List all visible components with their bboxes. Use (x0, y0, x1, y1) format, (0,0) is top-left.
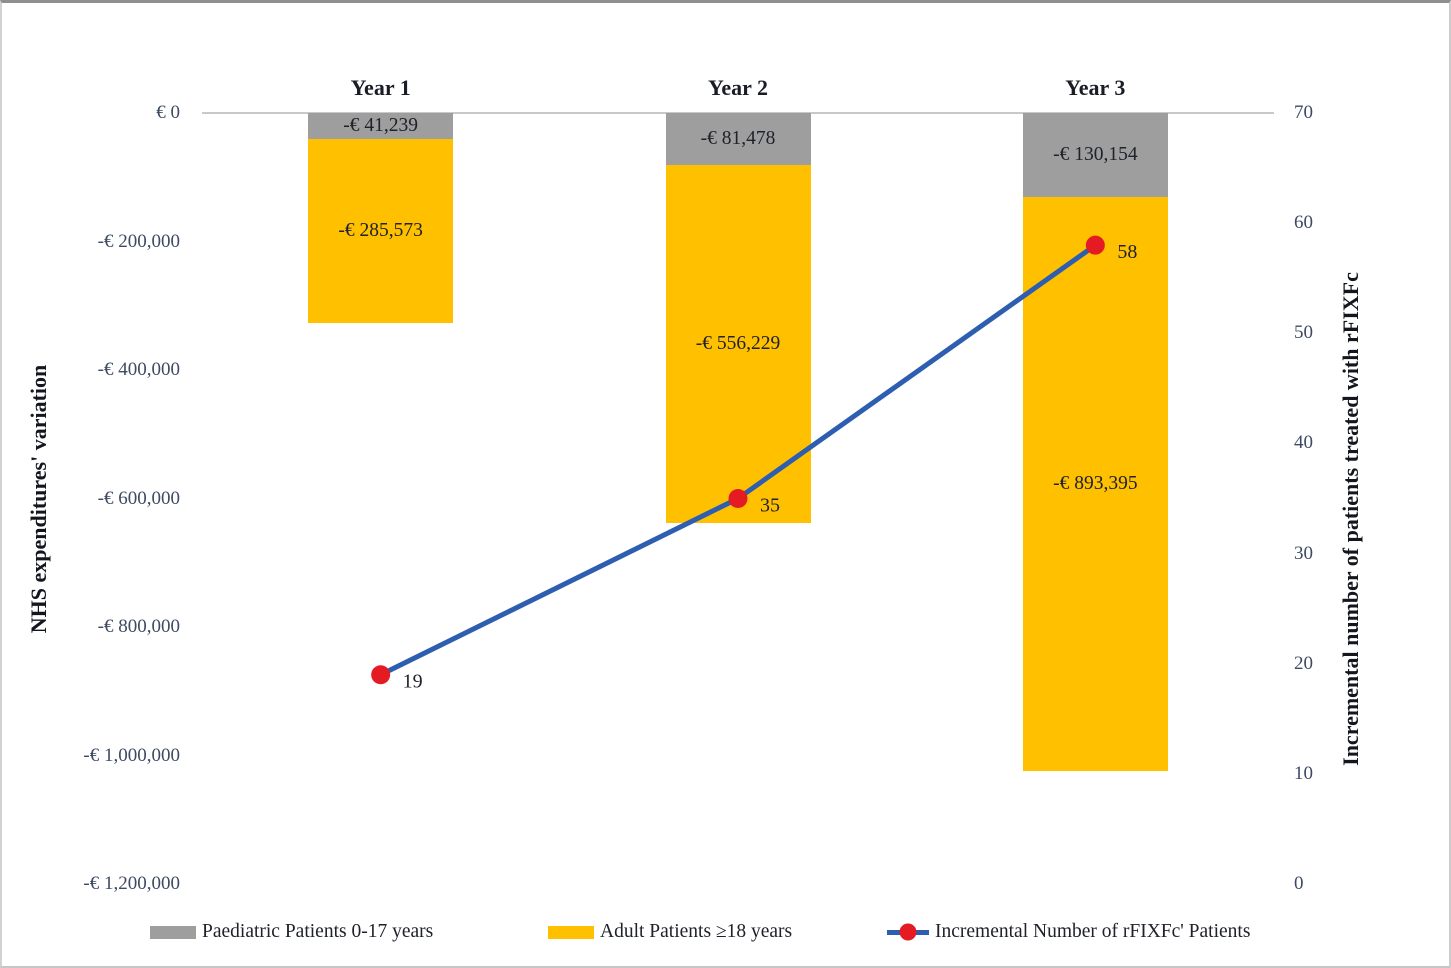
left-axis-tick-label: -€ 600,000 (97, 487, 180, 509)
category-title: Year 2 (707, 75, 769, 100)
bar-segment: -€ 556,229 (665, 165, 811, 523)
legend-line-marker (887, 923, 929, 941)
right-axis-tick-label: 20 (1294, 652, 1313, 674)
category-title: Year 3 (1065, 75, 1126, 100)
bar-segment: -€ 41,239 (308, 113, 454, 140)
left-axis-tick-label: -€ 200,000 (97, 230, 180, 252)
line-data-label: 19 (403, 671, 423, 693)
left-axis-tick-label: € 0 (156, 102, 180, 123)
bar-data-label: -€ 285,573 (338, 220, 423, 242)
legend-swatch (548, 925, 594, 939)
bar-data-label: -€ 556,229 (695, 333, 781, 355)
legend-label: Adult Patients ≥18 years (600, 921, 793, 942)
bar-segment: -€ 285,573 (308, 139, 454, 323)
legend-item: Incremental Number of rFIXFc' Patients (887, 918, 1250, 946)
left-axis-title: NHS expenditures' variation (26, 364, 51, 634)
legend-label: Incremental Number of rFIXFc' Patients (935, 921, 1251, 942)
line-series-marker (371, 665, 391, 685)
legend-label: Paediatric Patients 0-17 years (202, 921, 434, 942)
legend-item: Adult Patients ≥18 years (548, 918, 792, 946)
left-axis-tick-label: -€ 1,200,000 (83, 873, 180, 894)
right-axis-tick-label: 0 (1294, 873, 1304, 894)
bar-data-label: -€ 81,478 (700, 128, 776, 150)
right-axis-tick-label: 10 (1294, 762, 1313, 784)
bar-data-label: -€ 130,154 (1053, 143, 1138, 165)
bar-segment: -€ 81,478 (665, 113, 811, 166)
category-title: Year 1 (350, 75, 411, 100)
bar-segment: -€ 893,395 (1022, 196, 1168, 771)
bar-data-label: -€ 893,395 (1053, 472, 1138, 494)
right-axis-tick-label: 60 (1294, 212, 1313, 234)
left-axis-tick-label: -€ 400,000 (97, 359, 180, 380)
legend-item: Paediatric Patients 0-17 years (150, 918, 433, 946)
right-axis-tick-label: 50 (1294, 322, 1313, 344)
bar-data-label: -€ 41,239 (343, 115, 419, 137)
legend-swatch (150, 925, 196, 939)
right-axis-tick-label: 40 (1294, 432, 1313, 454)
left-axis-tick-label: -€ 800,000 (97, 616, 180, 637)
right-axis-tick-label: 30 (1294, 542, 1313, 564)
bar-segment: -€ 130,154 (1022, 113, 1168, 197)
right-axis-title: Incremental number of patients treated w… (1338, 272, 1363, 766)
left-axis-tick-label: -€ 1,000,000 (83, 744, 180, 766)
right-axis-tick-label: 70 (1294, 102, 1313, 123)
